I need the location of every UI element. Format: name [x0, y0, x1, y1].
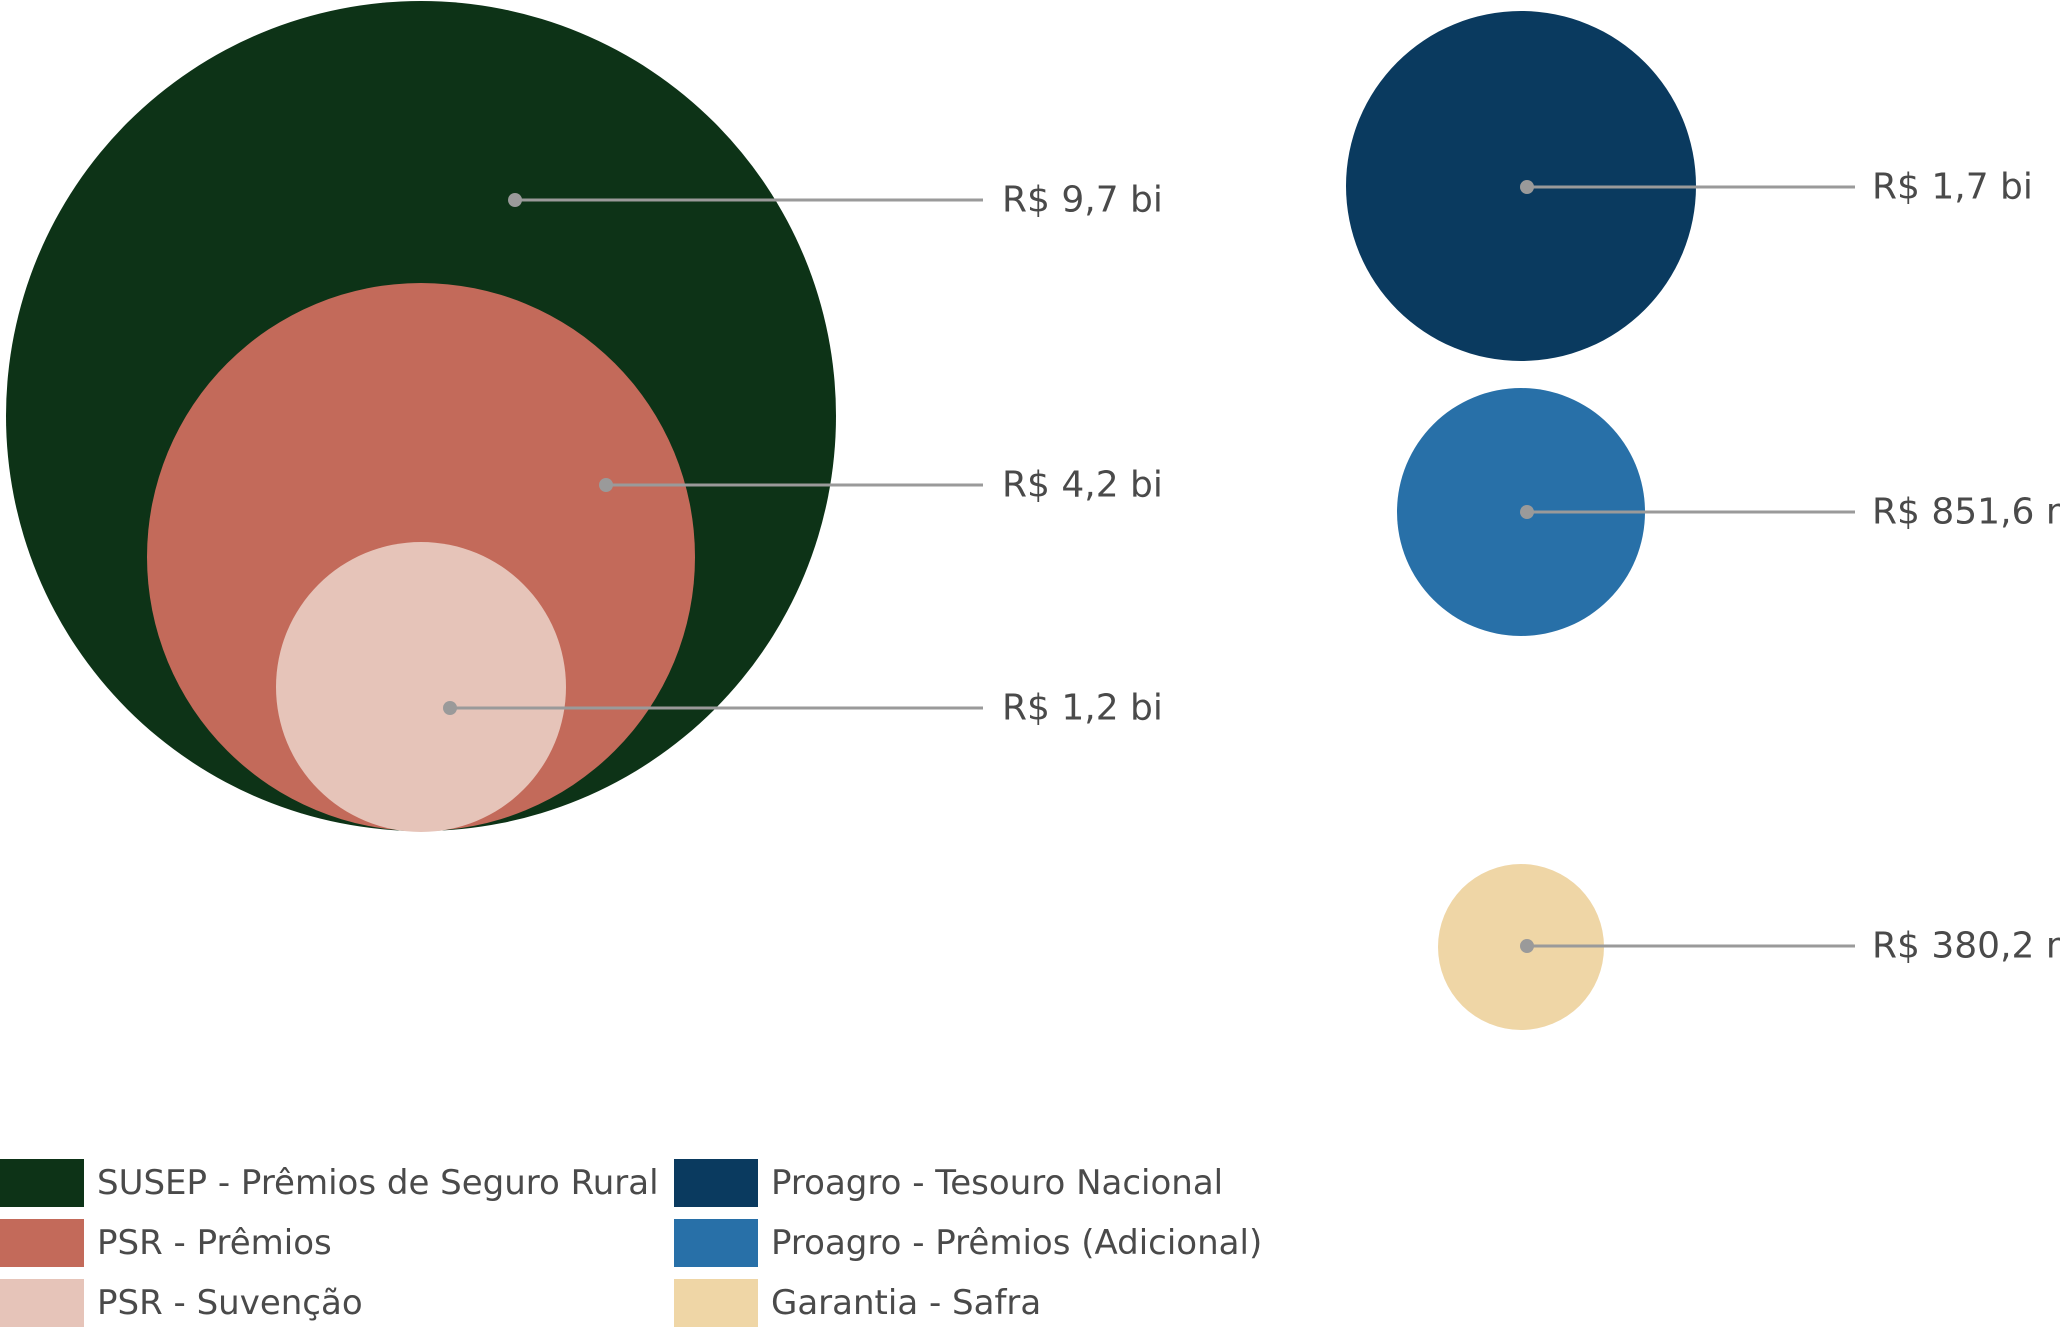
legend-item-susep: SUSEP - Prêmios de Seguro Rural [0, 1158, 659, 1208]
value-label-psr-premios: R$ 4,2 bi [1002, 465, 1163, 506]
value-label-garantia-safra: R$ 380,2 mi [1872, 926, 2060, 967]
legend-item-garantia-safra: Garantia - Safra [674, 1278, 1041, 1328]
value-label-susep: R$ 9,7 bi [1002, 180, 1163, 221]
legend-item-proagro-tesouro: Proagro - Tesouro Nacional [674, 1158, 1223, 1208]
leader-dot-proagro-premios [1520, 505, 1534, 519]
legend-label-psr-premios: PSR - Prêmios [97, 1223, 332, 1263]
legend-item-psr-suvencao: PSR - Suvenção [0, 1278, 363, 1328]
legend: SUSEP - Prêmios de Seguro Rural PSR - Pr… [0, 1158, 1300, 1328]
legend-label-garantia-safra: Garantia - Safra [771, 1283, 1042, 1323]
legend-swatch-psr-premios [0, 1219, 84, 1267]
legend-swatch-psr-suvencao [0, 1279, 84, 1327]
legend-swatch-garantia-safra [674, 1279, 758, 1327]
leader-dot-proagro-tesouro [1520, 180, 1534, 194]
legend-label-psr-suvencao: PSR - Suvenção [97, 1283, 363, 1323]
legend-item-proagro-premios: Proagro - Prêmios (Adicional) [674, 1218, 1262, 1268]
value-label-proagro-premios: R$ 851,6 mi [1872, 492, 2060, 533]
legend-label-proagro-premios: Proagro - Prêmios (Adicional) [771, 1223, 1263, 1263]
bubble-psr-suvencao [276, 542, 566, 832]
legend-item-psr-premios: PSR - Prêmios [0, 1218, 332, 1268]
legend-label-susep: SUSEP - Prêmios de Seguro Rural [97, 1163, 659, 1203]
value-label-proagro-tesouro: R$ 1,7 bi [1872, 167, 2033, 208]
leader-dot-garantia-safra [1520, 939, 1534, 953]
value-label-psr-suvencao: R$ 1,2 bi [1002, 688, 1163, 729]
bubble-chart: R$ 9,7 bi R$ 4,2 bi R$ 1,2 bi R$ 1,7 bi R$ 8… [6, 1, 2060, 1030]
leader-dot-psr-premios [599, 478, 613, 492]
legend-swatch-susep [0, 1159, 84, 1207]
legend-swatch-proagro-tesouro [674, 1159, 758, 1207]
legend-label-proagro-tesouro: Proagro - Tesouro Nacional [771, 1163, 1224, 1203]
leader-dot-susep [508, 193, 522, 207]
legend-swatch-proagro-premios [674, 1219, 758, 1267]
leader-dot-psr-suvencao [443, 701, 457, 715]
